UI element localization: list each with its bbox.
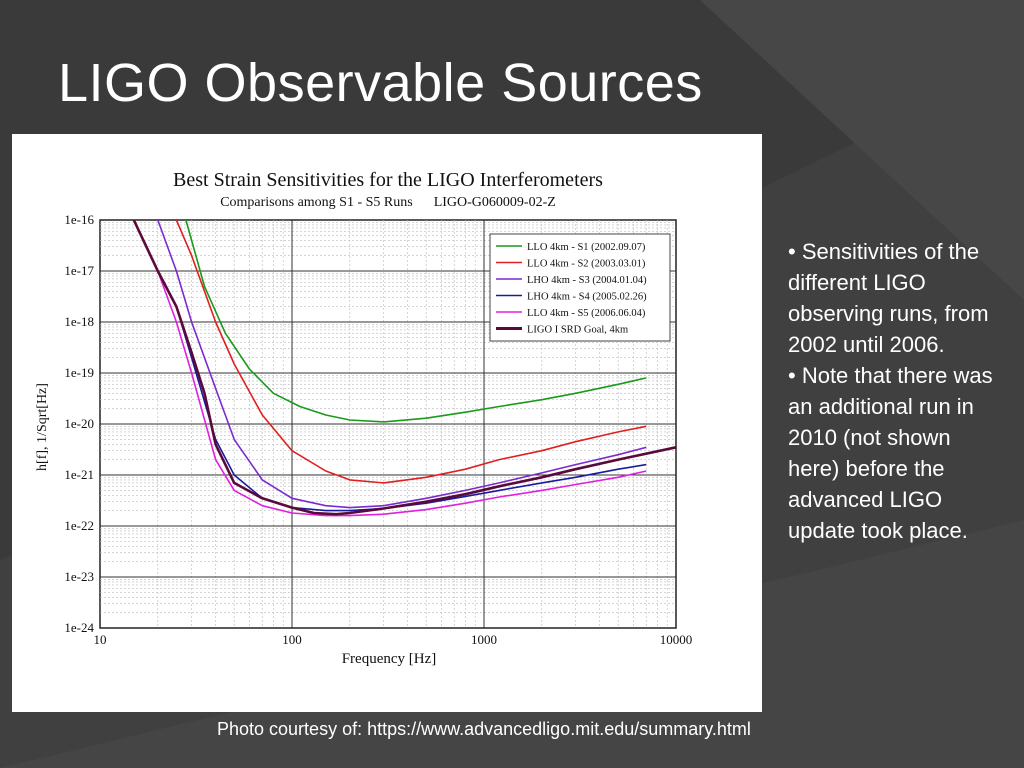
y-tick-label: 1e-23 — [64, 569, 94, 584]
legend-label: LLO 4km - S1 (2002.09.07) — [527, 242, 646, 253]
strain-sensitivity-chart: Best Strain Sensitivities for the LIGO I… — [35, 169, 693, 667]
legend-label: LHO 4km - S3 (2004.01.04) — [527, 275, 647, 286]
y-tick-label: 1e-20 — [64, 416, 94, 431]
y-axis-label: h[f], 1/Sqrt[Hz] — [35, 383, 50, 471]
legend-label: LLO 4km - S2 (2003.03.01) — [527, 259, 646, 270]
y-tick-label: 1e-16 — [64, 212, 94, 227]
bullet-item-sensitivities: • Sensitivities of the different LIGO ob… — [788, 239, 989, 357]
series-line-6 — [132, 219, 677, 516]
x-tick-label: 10 — [94, 632, 107, 647]
y-tick-label: 1e-22 — [64, 518, 94, 533]
legend-label: LHO 4km - S4 (2005.02.26) — [527, 292, 647, 303]
slide-title: LIGO Observable Sources — [58, 53, 703, 113]
chart-title: Best Strain Sensitivities for the LIGO I… — [173, 169, 603, 191]
chart-subtitle: Comparisons among S1 - S5 Runs LIGO-G060… — [220, 195, 556, 210]
bullet-item-additional-run: • Note that there was an additional run … — [788, 363, 993, 543]
y-tick-label: 1e-24 — [64, 620, 94, 635]
y-tick-label: 1e-21 — [64, 467, 94, 482]
legend-label: LIGO I SRD Goal, 4km — [527, 325, 628, 336]
photo-credit: Photo courtesy of: https://www.advancedl… — [217, 719, 751, 739]
x-tick-label: 100 — [282, 632, 302, 647]
series-line-5 — [133, 219, 647, 517]
legend-box — [489, 233, 671, 342]
legend-label: LLO 4km - S5 (2006.06.04) — [527, 308, 646, 319]
series-line-3 — [157, 219, 647, 509]
bullet-list: • Sensitivities of the different LIGO ob… — [788, 236, 1008, 546]
x-tick-label: 10000 — [660, 632, 693, 647]
x-axis-label: Frequency [Hz] — [342, 651, 437, 667]
x-tick-label: 1000 — [471, 632, 497, 647]
series-line-1 — [185, 219, 647, 423]
y-tick-label: 1e-18 — [64, 314, 94, 329]
series-line-2 — [175, 219, 647, 484]
chart-figure: Best Strain Sensitivities for the LIGO I… — [12, 134, 762, 712]
y-tick-label: 1e-19 — [64, 365, 94, 380]
y-tick-label: 1e-17 — [64, 263, 94, 278]
